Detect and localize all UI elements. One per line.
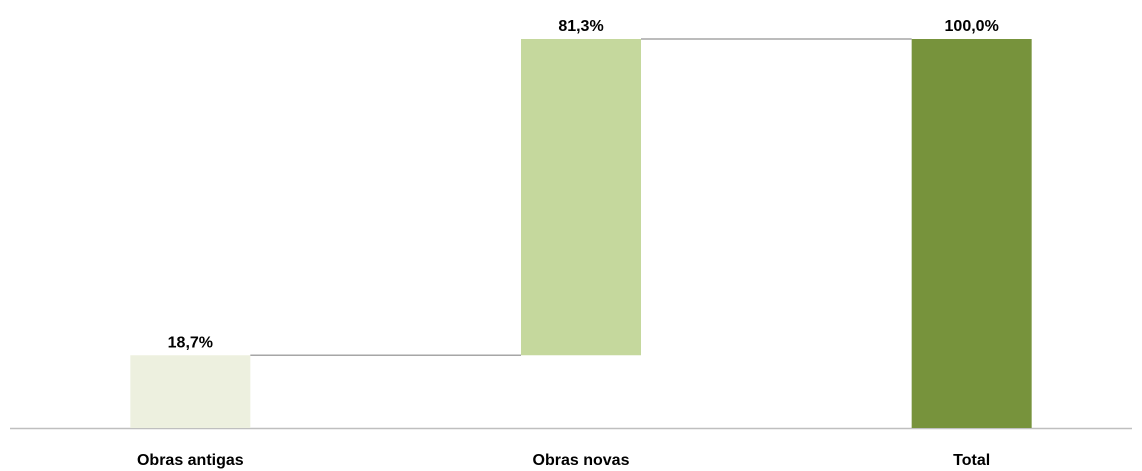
value-label: 81,3% xyxy=(558,18,603,35)
bar xyxy=(130,355,251,428)
bar xyxy=(521,39,641,356)
x-tick-label: Obras antigas xyxy=(137,452,244,469)
value-label: 18,7% xyxy=(168,334,213,351)
bar xyxy=(911,39,1032,428)
value-label: 100,0% xyxy=(945,18,999,35)
x-tick-label: Obras novas xyxy=(533,452,630,469)
x-tick-label: Total xyxy=(953,452,990,469)
